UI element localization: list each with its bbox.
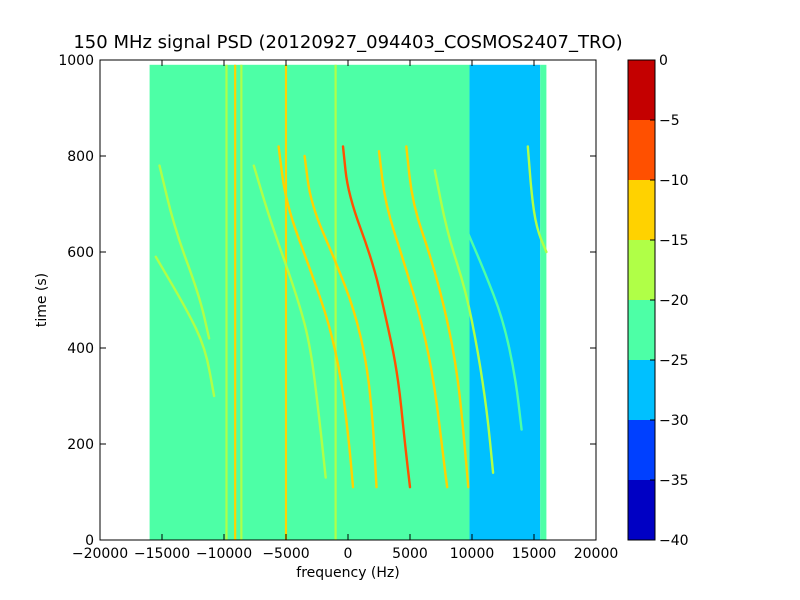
x-axis-title: frequency (Hz) bbox=[296, 565, 399, 581]
track-0 bbox=[154, 255, 216, 398]
colorbar: 0 −5 −10 −15 −20 −25 −30 −35 −40 bbox=[627, 53, 689, 549]
y-tick-label-2: 400 bbox=[67, 341, 94, 357]
colorbar-level-2 bbox=[628, 360, 655, 420]
colorbar-level-6 bbox=[628, 120, 655, 180]
colorbar-level-4 bbox=[628, 240, 655, 300]
colorbar-tick-label-6: −30 bbox=[659, 413, 689, 429]
x-tick-label-3: −5000 bbox=[262, 546, 309, 562]
track-5 bbox=[341, 145, 412, 489]
colorbar-tick-label-8: −40 bbox=[659, 533, 689, 549]
background-region-2 bbox=[540, 64, 547, 541]
colorbar-level-0 bbox=[628, 480, 655, 540]
chart-title: 150 MHz signal PSD (20120927_094403_COSM… bbox=[73, 32, 622, 53]
x-tick-label-8: 20000 bbox=[574, 546, 619, 562]
y-tick-label-1: 200 bbox=[67, 437, 94, 453]
plot-area bbox=[99, 59, 597, 541]
y-tick-label-4: 800 bbox=[67, 149, 94, 165]
x-tick-label-2: −10000 bbox=[196, 546, 252, 562]
colorbar-tick-label-7: −35 bbox=[659, 473, 689, 489]
colorbar-level-3 bbox=[628, 300, 655, 360]
x-tick-label-6: 10000 bbox=[450, 546, 495, 562]
colorbar-tick-label-5: −25 bbox=[659, 353, 689, 369]
x-tick-label-5: 5000 bbox=[392, 546, 428, 562]
y-tick-label-5: 1000 bbox=[58, 53, 94, 69]
background-region-1 bbox=[469, 64, 541, 541]
x-tick-label-1: −15000 bbox=[134, 546, 190, 562]
colorbar-level-1 bbox=[628, 420, 655, 480]
y-tick-label-0: 0 bbox=[85, 533, 94, 549]
background-region-0 bbox=[149, 64, 470, 541]
track-6 bbox=[377, 150, 449, 489]
x-tick-label-4: 0 bbox=[344, 546, 353, 562]
colorbar-level-7 bbox=[628, 60, 655, 120]
track-3 bbox=[277, 145, 355, 489]
y-axis-title: time (s) bbox=[34, 273, 50, 327]
colorbar-tick-label-4: −20 bbox=[659, 293, 689, 309]
colorbar-tick-label-1: −5 bbox=[659, 113, 680, 129]
colorbar-tick-label-3: −15 bbox=[659, 233, 689, 249]
colorbar-tick-label-0: 0 bbox=[659, 53, 668, 69]
track-8 bbox=[433, 169, 495, 474]
axis-ticks: −20000 −15000 −10000 −5000 0 5000 10000 15000 20… bbox=[58, 53, 618, 562]
x-tick-label-7: 15000 bbox=[512, 546, 557, 562]
colorbar-level-5 bbox=[628, 180, 655, 240]
x-tick-label-0: −20000 bbox=[72, 546, 128, 562]
track-4 bbox=[303, 154, 378, 489]
y-tick-label-3: 600 bbox=[67, 245, 94, 261]
colorbar-tick-label-2: −10 bbox=[659, 173, 689, 189]
track-7 bbox=[405, 145, 470, 489]
track-10 bbox=[526, 145, 548, 254]
track-1 bbox=[158, 164, 211, 340]
track-9 bbox=[464, 226, 523, 431]
track-2 bbox=[252, 164, 327, 479]
